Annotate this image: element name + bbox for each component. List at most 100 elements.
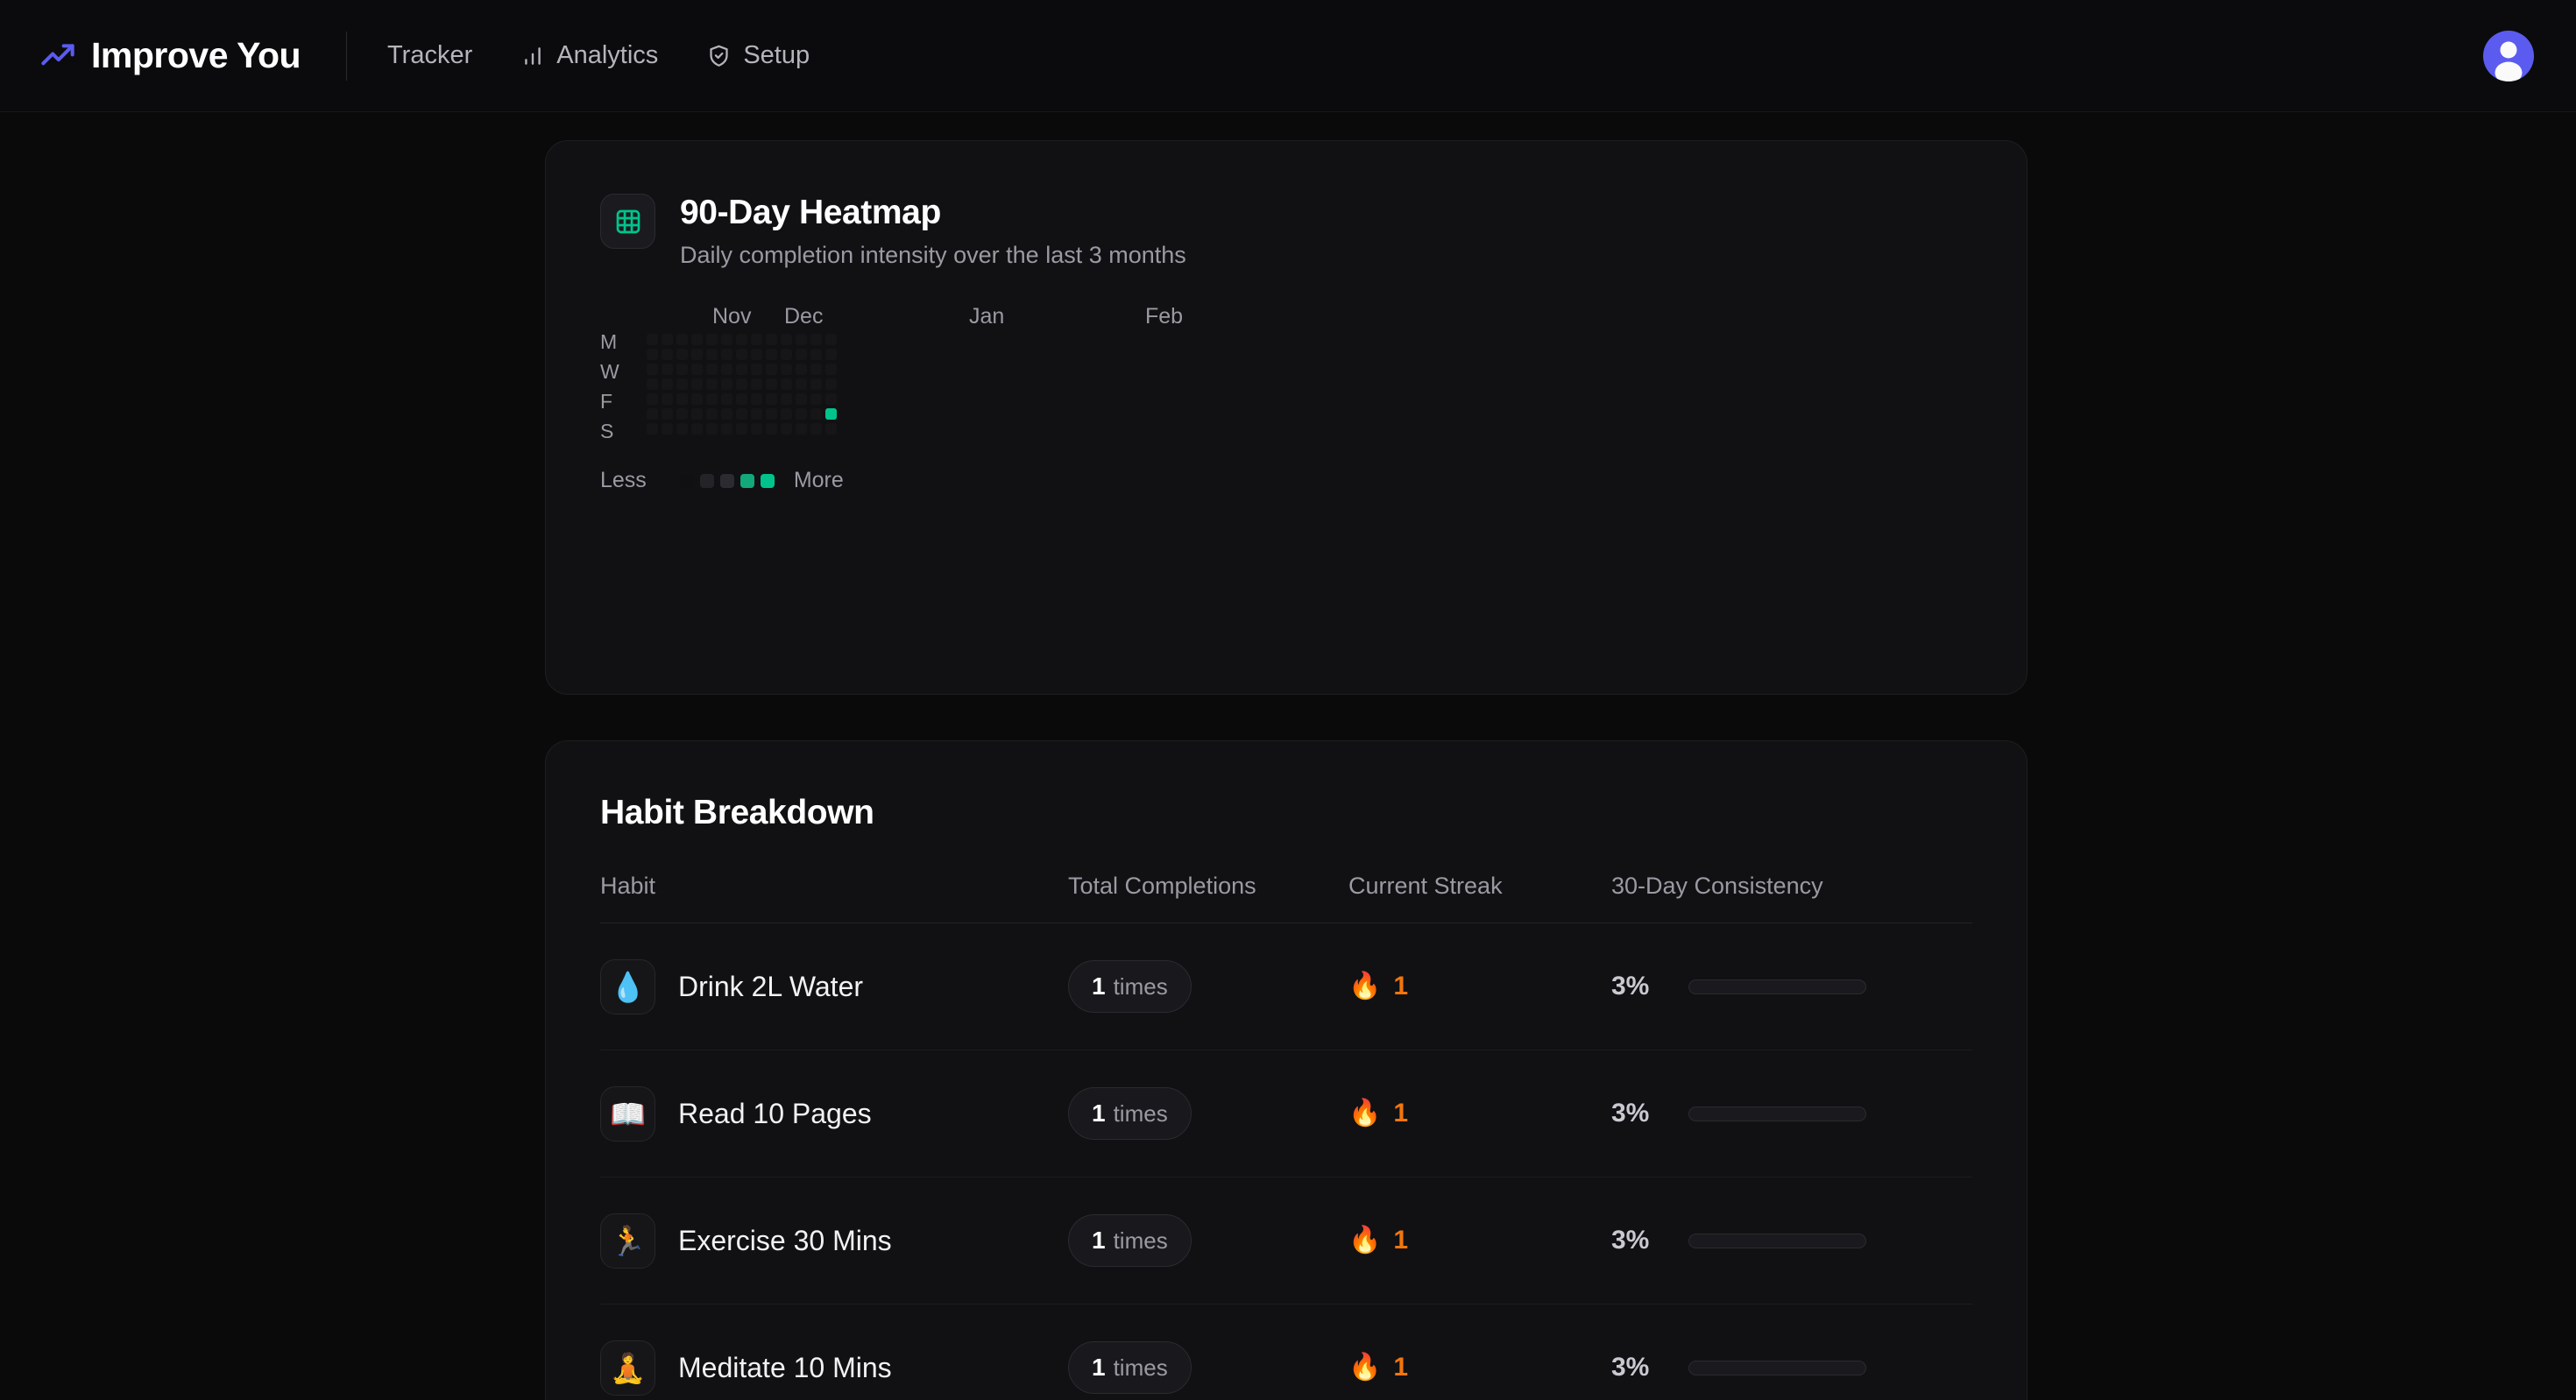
heatmap-cell[interactable] <box>706 393 718 406</box>
heatmap-cell[interactable] <box>676 349 688 361</box>
heatmap-cell[interactable] <box>647 423 658 435</box>
heatmap-cell[interactable] <box>691 408 703 421</box>
heatmap-cell[interactable] <box>721 378 732 391</box>
heatmap-cell[interactable] <box>676 334 688 346</box>
heatmap-cell[interactable] <box>796 334 807 346</box>
heatmap-cell[interactable] <box>647 334 658 346</box>
heatmap-cell[interactable] <box>691 349 703 361</box>
heatmap-cell[interactable] <box>721 364 732 376</box>
table-row[interactable]: 📖 Read 10 Pages 1 times 🔥 1 3% <box>600 1050 1972 1177</box>
heatmap-cell[interactable] <box>706 423 718 435</box>
heatmap-cell[interactable] <box>706 334 718 346</box>
heatmap-cell[interactable] <box>647 393 658 406</box>
heatmap-cell[interactable] <box>751 364 762 376</box>
heatmap-cell[interactable] <box>825 423 837 435</box>
heatmap-cell[interactable] <box>676 408 688 421</box>
heatmap-cell[interactable] <box>781 364 792 376</box>
heatmap-cell[interactable] <box>781 408 792 421</box>
heatmap-cell[interactable] <box>751 334 762 346</box>
heatmap-cell[interactable] <box>751 349 762 361</box>
heatmap-cell[interactable] <box>766 378 777 391</box>
heatmap-cell[interactable] <box>766 408 777 421</box>
heatmap-cell[interactable] <box>766 334 777 346</box>
heatmap-cell[interactable] <box>810 378 822 391</box>
heatmap-cell[interactable] <box>825 378 837 391</box>
heatmap-cell[interactable] <box>781 393 792 406</box>
table-row[interactable]: 💧 Drink 2L Water 1 times 🔥 1 3% <box>600 923 1972 1050</box>
heatmap-cell[interactable] <box>662 364 673 376</box>
heatmap-cell[interactable] <box>691 423 703 435</box>
heatmap-cell[interactable] <box>721 423 732 435</box>
heatmap-cell[interactable] <box>662 349 673 361</box>
table-row[interactable]: 🏃 Exercise 30 Mins 1 times 🔥 1 3% <box>600 1177 1972 1305</box>
heatmap-cell[interactable] <box>810 334 822 346</box>
heatmap-cell[interactable] <box>781 378 792 391</box>
heatmap-cell[interactable] <box>751 423 762 435</box>
heatmap-cell[interactable] <box>721 334 732 346</box>
heatmap-cell[interactable] <box>766 423 777 435</box>
heatmap-cell[interactable] <box>691 334 703 346</box>
nav-item-analytics[interactable]: Analytics <box>521 41 658 70</box>
heatmap-cell[interactable] <box>691 393 703 406</box>
heatmap-cell[interactable] <box>647 378 658 391</box>
heatmap-cell[interactable] <box>796 364 807 376</box>
heatmap-cell[interactable] <box>736 334 747 346</box>
heatmap-cell[interactable] <box>810 423 822 435</box>
heatmap-cell[interactable] <box>825 393 837 406</box>
heatmap-cell[interactable] <box>647 349 658 361</box>
heatmap-cell[interactable] <box>647 364 658 376</box>
heatmap-cell[interactable] <box>662 393 673 406</box>
heatmap-cell[interactable] <box>796 408 807 421</box>
heatmap-cell[interactable] <box>810 408 822 421</box>
heatmap-cell[interactable] <box>736 393 747 406</box>
heatmap-cell[interactable] <box>736 423 747 435</box>
heatmap-cell[interactable] <box>766 364 777 376</box>
heatmap-cell[interactable] <box>825 408 837 421</box>
heatmap-cell[interactable] <box>736 349 747 361</box>
heatmap-cell[interactable] <box>662 378 673 391</box>
heatmap-cell[interactable] <box>691 364 703 376</box>
nav-item-setup[interactable]: Setup <box>707 41 810 70</box>
heatmap-cell[interactable] <box>751 393 762 406</box>
table-row[interactable]: 🧘 Meditate 10 Mins 1 times 🔥 1 3% <box>600 1305 1972 1400</box>
heatmap-cell[interactable] <box>662 423 673 435</box>
heatmap-cell[interactable] <box>751 378 762 391</box>
heatmap-cell[interactable] <box>751 408 762 421</box>
heatmap-cell[interactable] <box>706 378 718 391</box>
brand-logo[interactable]: Improve You <box>39 35 301 76</box>
heatmap-cell[interactable] <box>781 423 792 435</box>
heatmap-cell[interactable] <box>825 334 837 346</box>
heatmap-cell[interactable] <box>796 423 807 435</box>
heatmap-cell[interactable] <box>721 349 732 361</box>
avatar[interactable] <box>2483 30 2534 81</box>
heatmap-cell[interactable] <box>810 393 822 406</box>
heatmap-cell[interactable] <box>647 408 658 421</box>
heatmap-cell[interactable] <box>736 364 747 376</box>
heatmap-cell[interactable] <box>721 408 732 421</box>
heatmap-cell[interactable] <box>706 408 718 421</box>
heatmap-cell[interactable] <box>736 408 747 421</box>
heatmap-cell[interactable] <box>676 423 688 435</box>
nav-item-tracker[interactable]: Tracker <box>387 41 472 70</box>
heatmap-cell[interactable] <box>721 393 732 406</box>
heatmap-cell[interactable] <box>662 334 673 346</box>
heatmap-cell[interactable] <box>676 378 688 391</box>
heatmap-cell[interactable] <box>676 364 688 376</box>
heatmap-cell[interactable] <box>691 378 703 391</box>
heatmap-cell[interactable] <box>796 349 807 361</box>
heatmap-cell[interactable] <box>810 364 822 376</box>
heatmap-cell[interactable] <box>810 349 822 361</box>
heatmap-cell[interactable] <box>766 349 777 361</box>
heatmap-cell[interactable] <box>662 408 673 421</box>
heatmap-cell[interactable] <box>706 364 718 376</box>
heatmap-cell[interactable] <box>676 393 688 406</box>
heatmap-cell[interactable] <box>825 364 837 376</box>
heatmap-cell[interactable] <box>766 393 777 406</box>
heatmap-cell[interactable] <box>796 378 807 391</box>
heatmap-grid[interactable] <box>647 334 2027 435</box>
heatmap-cell[interactable] <box>825 349 837 361</box>
heatmap-cell[interactable] <box>736 378 747 391</box>
heatmap-cell[interactable] <box>781 334 792 346</box>
heatmap-cell[interactable] <box>781 349 792 361</box>
heatmap-cell[interactable] <box>706 349 718 361</box>
